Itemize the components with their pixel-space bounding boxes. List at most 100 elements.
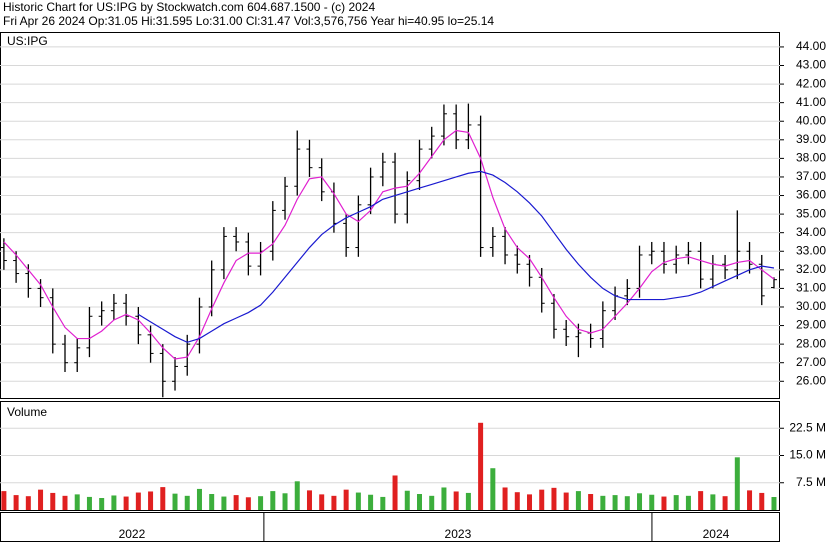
y-tick-label: 41.00 [796, 95, 826, 109]
volume-bar [600, 495, 606, 510]
volume-bar [551, 487, 557, 510]
volume-bar [490, 468, 496, 510]
volume-bar [111, 495, 117, 510]
volume-bar [160, 487, 166, 510]
y-tick-label: 33.00 [796, 243, 826, 257]
y-tick-label: 38.00 [796, 151, 826, 165]
volume-bar [478, 422, 484, 510]
x-tick-label: 2022 [119, 527, 146, 541]
price-panel [0, 32, 780, 399]
volume-bar [502, 487, 508, 510]
volume-bar [514, 492, 520, 510]
y-tick-label: 22.5 M [789, 420, 826, 434]
volume-bar [416, 494, 422, 510]
chart-title: Historic Chart for US:IPG by Stockwatch.… [3, 0, 375, 14]
y-tick-label: 35.00 [796, 206, 826, 220]
y-tick-label: 39.00 [796, 132, 826, 146]
volume-bar [612, 495, 618, 510]
y-tick-label: 31.00 [796, 281, 826, 295]
volume-bar [453, 491, 459, 510]
volume-bar [722, 496, 728, 510]
volume-bar [319, 494, 325, 510]
y-tick-label: 34.00 [796, 225, 826, 239]
y-tick-label: 29.00 [796, 318, 826, 332]
volume-bar [282, 493, 288, 510]
quote-line: Fri Apr 26 2024 Op:31.05 Hi:31.595 Lo:31… [3, 14, 494, 28]
volume-bar [698, 491, 704, 510]
volume-bar [673, 495, 679, 510]
volume-bar [649, 494, 655, 510]
volume-label: Volume [7, 405, 47, 419]
volume-bar [747, 490, 753, 510]
volume-bar [233, 495, 239, 510]
volume-bar [99, 498, 105, 510]
volume-bar [50, 492, 56, 510]
volume-bar [25, 496, 31, 510]
moving-average [138, 170, 775, 343]
volume-bar [527, 494, 533, 510]
volume-bar [563, 492, 569, 510]
volume-bar [172, 493, 178, 510]
volume-bar [624, 496, 630, 510]
marks-layer [0, 103, 777, 510]
y-tick-label: 26.00 [796, 373, 826, 387]
y-tick-label: 30.00 [796, 299, 826, 313]
volume-bar [465, 492, 471, 510]
volume-bar [710, 494, 716, 510]
moving-average [3, 129, 775, 360]
volume-bar [355, 492, 361, 510]
y-tick-label: 40.00 [796, 113, 826, 127]
y-tick-label: 32.00 [796, 262, 826, 276]
volume-bar [392, 475, 398, 510]
volume-bar [196, 488, 202, 510]
volume-bar [380, 496, 386, 510]
y-tick-label: 7.5 M [796, 475, 826, 489]
volume-bar [245, 497, 251, 510]
volume-bar [38, 489, 44, 510]
symbol-label: US:IPG [7, 34, 48, 48]
y-tick-label: 44.00 [796, 39, 826, 53]
volume-bar [343, 489, 349, 510]
y-tick-label: 42.00 [796, 76, 826, 90]
volume-bar [221, 496, 227, 510]
volume-bar [771, 497, 777, 510]
volume-bar [404, 490, 410, 510]
volume-bar [588, 494, 594, 510]
volume-bar [661, 496, 667, 510]
volume-bar [759, 492, 765, 510]
y-tick-label: 28.00 [796, 336, 826, 350]
volume-bar [135, 492, 141, 510]
volume-bar [74, 494, 80, 510]
volume-bar [184, 495, 190, 510]
volume-bar [62, 495, 68, 510]
volume-bar [331, 495, 337, 510]
y-tick-label: 36.00 [796, 188, 826, 202]
y-tick-label: 27.00 [796, 355, 826, 369]
volume-bar [539, 489, 545, 510]
volume-bar [123, 496, 129, 510]
volume-bar [258, 496, 264, 510]
volume-bar [148, 491, 154, 510]
volume-bar [306, 490, 312, 510]
x-tick-label: 2023 [445, 527, 472, 541]
volume-bar [1, 491, 7, 510]
volume-bar [86, 496, 92, 510]
volume-bar [294, 481, 300, 510]
volume-bar [637, 493, 643, 510]
volume-bar [429, 495, 435, 510]
volume-bar [13, 495, 19, 510]
volume-bar [575, 491, 581, 510]
volume-bar [270, 491, 276, 510]
x-tick-label: 2024 [703, 527, 730, 541]
y-tick-label: 37.00 [796, 169, 826, 183]
volume-bar [368, 494, 374, 510]
volume-bar [441, 487, 447, 510]
y-tick-label: 15.0 M [789, 448, 826, 462]
grid-layer [0, 46, 780, 484]
volume-bar [734, 457, 740, 510]
x-axis-band [0, 512, 780, 542]
y-tick-label: 43.00 [796, 58, 826, 72]
volume-bar [209, 494, 215, 510]
volume-bar [685, 495, 691, 510]
